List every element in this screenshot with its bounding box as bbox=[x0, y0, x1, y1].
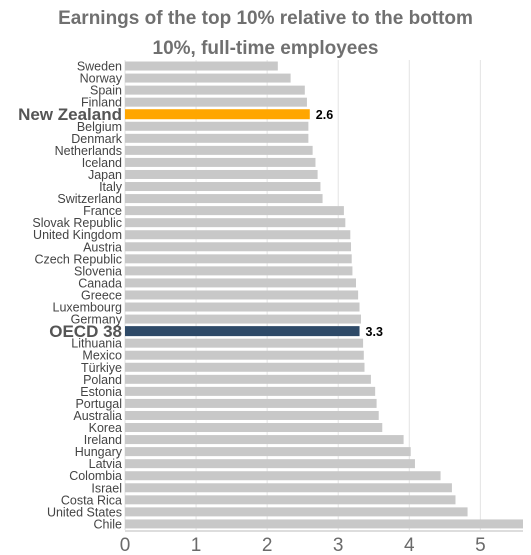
chart-title: Earnings of the top 10% relative to the … bbox=[0, 4, 531, 64]
bar-france bbox=[125, 206, 344, 216]
category-label-denmark: Denmark bbox=[71, 132, 122, 146]
chart-title-line-2: 10%, full-time employees bbox=[152, 38, 379, 59]
bar-belgium bbox=[125, 121, 309, 131]
bar-italy bbox=[125, 182, 321, 192]
bar-canada bbox=[125, 278, 356, 288]
bar-mexico bbox=[125, 350, 364, 360]
x-tick-label-4: 4 bbox=[404, 535, 415, 555]
bar-costa-rica bbox=[125, 495, 456, 505]
bar-netherlands bbox=[125, 145, 313, 155]
bar-ireland bbox=[125, 435, 404, 445]
category-label-costa-rica: Costa Rica bbox=[61, 493, 122, 507]
bar-oecd-38 bbox=[125, 326, 360, 337]
category-label-turkiye: Türkiye bbox=[81, 361, 122, 375]
category-label-poland: Poland bbox=[83, 373, 122, 387]
bar-lithuania bbox=[125, 338, 364, 348]
category-label-united-states: United States bbox=[47, 505, 122, 519]
bar-united-states bbox=[125, 507, 468, 517]
x-tick-label-0: 0 bbox=[120, 535, 131, 555]
x-tick-label-1: 1 bbox=[191, 535, 202, 555]
category-label-canada: Canada bbox=[78, 276, 122, 290]
bar-poland bbox=[125, 374, 371, 384]
category-label-iceland: Iceland bbox=[82, 156, 122, 170]
bar-denmark bbox=[125, 133, 309, 143]
category-label-estonia: Estonia bbox=[80, 385, 122, 399]
category-label-portugal: Portugal bbox=[75, 397, 122, 411]
category-label-norway: Norway bbox=[80, 72, 123, 86]
data-label-oecd-38: 3.3 bbox=[366, 325, 383, 339]
category-label-switzerland: Switzerland bbox=[57, 192, 122, 206]
bar-slovak-republic bbox=[125, 218, 346, 228]
category-label-hungary: Hungary bbox=[75, 445, 123, 459]
category-label-chile: Chile bbox=[94, 517, 123, 531]
category-label-australia: Australia bbox=[73, 409, 122, 423]
category-label-germany: Germany bbox=[71, 313, 123, 327]
category-label-slovak-republic: Slovak Republic bbox=[32, 216, 122, 230]
x-tick-label-5: 5 bbox=[475, 535, 486, 555]
category-label-japan: Japan bbox=[88, 168, 122, 182]
bar-united-kingdom bbox=[125, 230, 351, 240]
bar-spain bbox=[125, 85, 305, 95]
bar-germany bbox=[125, 314, 361, 324]
category-label-lithuania: Lithuania bbox=[71, 337, 122, 351]
category-label-czech-republic: Czech Republic bbox=[34, 252, 122, 266]
bar-czech-republic bbox=[125, 254, 352, 264]
bar-finland bbox=[125, 97, 307, 107]
x-tick-label-2: 2 bbox=[262, 535, 273, 555]
category-label-united-kingdom: United Kingdom bbox=[33, 228, 122, 242]
category-label-oecd-38: OECD 38 bbox=[49, 322, 122, 341]
category-label-latvia: Latvia bbox=[89, 457, 122, 471]
bar-japan bbox=[125, 169, 318, 179]
category-label-spain: Spain bbox=[90, 84, 122, 98]
category-label-korea: Korea bbox=[89, 421, 122, 435]
category-label-slovenia: Slovenia bbox=[74, 264, 122, 278]
bar-latvia bbox=[125, 459, 415, 469]
category-label-france: France bbox=[83, 204, 122, 218]
bar-turkiye bbox=[125, 362, 365, 372]
bar-portugal bbox=[125, 398, 377, 408]
bar-australia bbox=[125, 410, 379, 420]
category-label-austria: Austria bbox=[83, 240, 122, 254]
category-label-sweden: Sweden bbox=[77, 60, 122, 74]
bar-estonia bbox=[125, 386, 376, 396]
bar-sweden bbox=[125, 61, 278, 71]
bar-slovenia bbox=[125, 266, 353, 276]
bar-switzerland bbox=[125, 194, 323, 204]
bar-greece bbox=[125, 290, 359, 300]
category-label-italy: Italy bbox=[99, 180, 123, 194]
category-label-colombia: Colombia bbox=[69, 469, 122, 483]
data-label-new-zealand: 2.6 bbox=[316, 108, 333, 122]
bar-norway bbox=[125, 73, 291, 83]
category-label-israel: Israel bbox=[91, 481, 122, 495]
category-label-greece: Greece bbox=[81, 288, 122, 302]
bar-hungary bbox=[125, 447, 411, 457]
bar-new-zealand bbox=[125, 109, 310, 120]
bar-colombia bbox=[125, 471, 441, 481]
chart-title-line-1: Earnings of the top 10% relative to the … bbox=[58, 8, 473, 29]
x-tick-label-3: 3 bbox=[333, 535, 344, 555]
bar-korea bbox=[125, 423, 383, 433]
category-label-ireland: Ireland bbox=[84, 433, 122, 447]
bar-luxembourg bbox=[125, 302, 360, 312]
category-label-netherlands: Netherlands bbox=[55, 144, 122, 158]
category-label-mexico: Mexico bbox=[82, 349, 122, 363]
category-label-luxembourg: Luxembourg bbox=[53, 301, 123, 315]
category-label-new-zealand: New Zealand bbox=[18, 105, 122, 124]
bar-israel bbox=[125, 483, 452, 493]
category-label-finland: Finland bbox=[81, 96, 122, 110]
bar-austria bbox=[125, 242, 352, 252]
bar-chile bbox=[125, 519, 523, 529]
category-label-belgium: Belgium bbox=[77, 120, 122, 134]
bar-iceland bbox=[125, 157, 316, 167]
